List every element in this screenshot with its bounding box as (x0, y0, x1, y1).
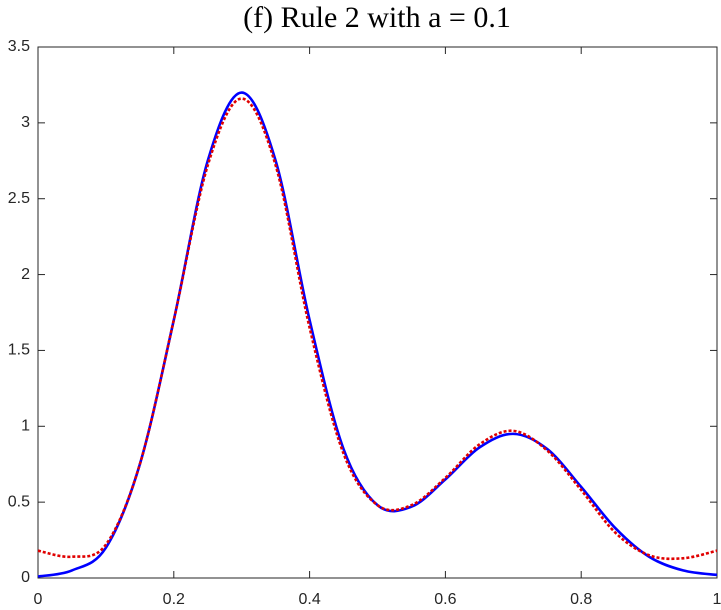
x-tick-label: 1 (713, 591, 721, 608)
y-tick-label: 1 (21, 418, 30, 435)
y-tick-label: 0 (21, 569, 30, 586)
x-tick-label: 0.6 (434, 591, 456, 608)
plot-frame (37, 46, 718, 579)
y-tick-label: 3 (21, 114, 30, 131)
y-tick-label: 2.5 (8, 190, 30, 207)
y-tick-label: 0.5 (8, 493, 30, 510)
y-tick-label: 1.5 (8, 342, 30, 359)
y-tick-label: 3.5 (8, 38, 30, 55)
x-tick-label: 0.4 (298, 591, 320, 608)
y-tick-label: 2 (21, 266, 30, 283)
series-line (37, 97, 718, 561)
x-tick-label: 0 (34, 591, 43, 608)
chart-title: (f) Rule 2 with a = 0.1 (243, 1, 511, 34)
x-tick-label: 0.2 (163, 591, 185, 608)
series-line (37, 91, 718, 578)
x-tick-label: 0.8 (570, 591, 592, 608)
